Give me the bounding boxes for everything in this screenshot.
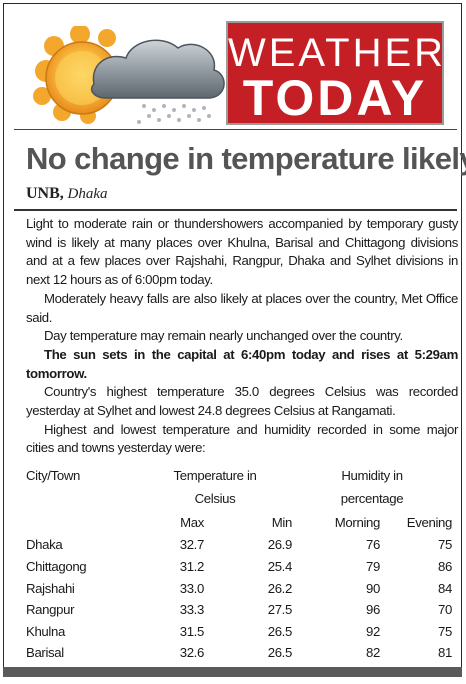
min-cell: 25.4 <box>267 558 293 574</box>
byline-location: Dhaka <box>67 186 108 202</box>
max-cell: 31.2 <box>179 558 205 574</box>
news-clipping: WEATHER TODAY No change in temperature l… <box>3 3 466 677</box>
table-subheader-row: Max Min Morning Evening <box>26 511 452 535</box>
table-row: Rangpur 33.3 27.5 96 70 <box>26 599 452 621</box>
morning-cell: 76 <box>366 537 380 553</box>
temperature-unit-header: Celsius <box>194 490 236 506</box>
min-cell: 26.9 <box>267 537 293 553</box>
min-cell: 26.5 <box>267 623 293 639</box>
max-header: Max <box>180 514 204 530</box>
max-cell: 32.6 <box>179 645 205 661</box>
min-cell: 27.5 <box>267 602 293 618</box>
humidity-unit-header: percentage <box>340 490 404 506</box>
min-cell: 26.5 <box>267 645 293 661</box>
temperature-header: Temperature in <box>173 467 257 483</box>
byline-source: UNB, <box>26 185 64 202</box>
table-row: Barisal 32.6 26.5 82 81 <box>26 643 452 665</box>
city-cell: Dhaka <box>26 537 63 553</box>
byline: UNB, Dhaka <box>26 185 108 203</box>
morning-cell: 82 <box>366 645 380 661</box>
badge-weather-text: WEATHER <box>228 31 447 75</box>
header-divider <box>14 129 457 130</box>
max-cell: 32.7 <box>179 537 205 553</box>
evening-cell: 84 <box>438 580 452 596</box>
max-cell: 33.3 <box>179 602 205 618</box>
table-header-row: Celsius percentage <box>26 487 452 511</box>
table-header-row: City/Town Temperature in Humidity in <box>26 465 452 487</box>
morning-cell: 90 <box>366 580 380 596</box>
morning-cell: 96 <box>366 602 380 618</box>
evening-header: Evening <box>406 514 453 530</box>
city-cell: Rajshahi <box>26 580 75 596</box>
weather-today-badge: WEATHER TODAY <box>226 21 444 125</box>
humidity-header: Humidity in <box>341 467 403 483</box>
badge-today-text: TODAY <box>242 70 428 126</box>
evening-cell: 86 <box>438 558 452 574</box>
morning-cell: 92 <box>366 623 380 639</box>
paragraph: Light to moderate rain or thundershowers… <box>26 216 458 288</box>
evening-cell: 75 <box>438 623 452 639</box>
article-body: Light to moderate rain or thundershowers… <box>26 215 458 458</box>
city-cell: Barisal <box>26 645 64 661</box>
table-row: Khulna 31.5 26.5 92 75 <box>26 621 452 643</box>
city-cell: Chittagong <box>26 558 87 574</box>
bottom-rule <box>3 667 462 677</box>
evening-cell: 70 <box>438 602 452 618</box>
min-cell: 26.2 <box>267 580 293 596</box>
city-cell: Rangpur <box>26 602 75 618</box>
max-cell: 31.5 <box>179 623 205 639</box>
city-header: City/Town <box>26 467 81 483</box>
morning-header: Morning <box>334 514 381 530</box>
table-row: Rajshahi 33.0 26.2 90 84 <box>26 578 452 600</box>
table-row: Chittagong 31.2 25.4 79 86 <box>26 556 452 578</box>
max-cell: 33.0 <box>179 580 205 596</box>
weather-table: City/Town Temperature in Humidity in Cel… <box>26 465 452 664</box>
sun-times-paragraph: The sun sets in the capital at 6:40pm to… <box>26 346 458 381</box>
sun-cloud-rain-icon <box>33 26 225 124</box>
weather-header: WEATHER TODAY <box>4 4 461 129</box>
paragraph: Day temperature may remain nearly unchan… <box>44 328 403 344</box>
table-row: Dhaka 32.7 26.9 76 75 <box>26 535 452 557</box>
article-headline: No change in temperature likely <box>26 141 466 176</box>
paragraph: Country's highest temperature 35.0 degre… <box>26 384 458 419</box>
evening-cell: 81 <box>438 645 452 661</box>
evening-cell: 75 <box>438 537 452 553</box>
paragraph: Moderately heavy falls are also likely a… <box>26 290 458 325</box>
byline-divider <box>14 209 457 211</box>
morning-cell: 79 <box>366 558 380 574</box>
paragraph: Highest and lowest temperature and humid… <box>26 421 458 456</box>
min-header: Min <box>271 514 293 530</box>
city-cell: Khulna <box>26 623 65 639</box>
